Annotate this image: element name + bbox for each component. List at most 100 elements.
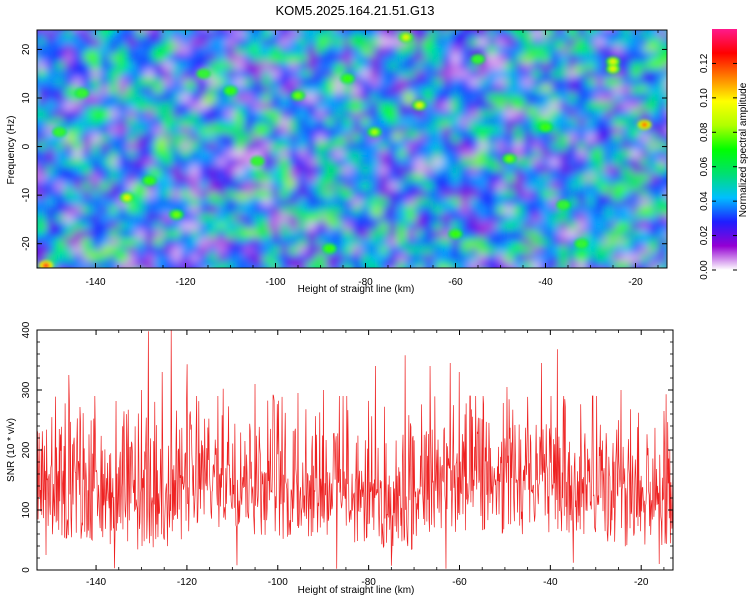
spectrogram-cell xyxy=(370,142,380,151)
spectrogram-cell xyxy=(46,190,56,199)
spectrogram-cell xyxy=(388,54,398,63)
spectrogram-cell xyxy=(109,270,119,279)
spectrogram-cell xyxy=(379,62,389,71)
spectrogram-cell xyxy=(217,54,227,63)
spectrogram-cell xyxy=(442,78,452,87)
spectrogram-cell xyxy=(136,206,146,215)
spectrogram-cell xyxy=(442,30,452,39)
spectrogram-cell xyxy=(523,142,533,151)
spectrogram-cell xyxy=(667,62,677,71)
spectrogram-cell xyxy=(280,222,290,231)
spectrogram-cell xyxy=(163,86,173,95)
spectrogram-cell xyxy=(577,166,587,175)
spectrogram-cell xyxy=(307,142,317,151)
spectrogram-cell xyxy=(307,270,317,279)
spectrogram-cell xyxy=(667,150,677,159)
spectrogram-y-label: Frequency (Hz) xyxy=(6,116,17,185)
spectrogram-cell xyxy=(541,222,551,231)
spectrogram-cell xyxy=(190,190,200,199)
spectrogram-cell xyxy=(658,46,667,55)
spectrogram-cell xyxy=(325,206,335,215)
spectrogram-cell xyxy=(532,254,542,263)
spectrogram-cell xyxy=(478,174,488,183)
spectrogram-cell xyxy=(541,198,551,207)
spectrogram-cell xyxy=(667,230,677,239)
spectrogram-cell xyxy=(91,118,101,127)
spectrogram-cell xyxy=(226,190,236,199)
spectrogram-cell xyxy=(226,46,236,55)
spectrogram-cell xyxy=(424,70,434,79)
spectrogram-blob xyxy=(528,52,540,60)
spectrogram-cell xyxy=(514,230,524,239)
spectrogram-blob xyxy=(233,192,252,202)
spectrogram-cell xyxy=(280,94,290,103)
spectrogram-cell xyxy=(217,70,227,79)
spectrogram-cell xyxy=(127,182,137,191)
spectrogram-cell xyxy=(37,158,47,167)
spectrogram-blob xyxy=(638,84,649,94)
spectrogram-blob xyxy=(149,50,168,59)
spectrogram-cell xyxy=(460,62,470,71)
spectrogram-cell xyxy=(244,110,254,119)
spectrogram-cell xyxy=(631,190,641,199)
spectrogram-cell xyxy=(181,110,191,119)
spectrogram-cell xyxy=(415,222,425,231)
spectrogram-cell xyxy=(541,102,551,111)
spectrogram-cell xyxy=(487,118,497,127)
spectrogram-cell xyxy=(631,86,641,95)
spectrogram-cell xyxy=(91,254,101,263)
spectrogram-cell xyxy=(244,62,254,71)
spectrogram-cell xyxy=(505,182,515,191)
spectrogram-cell xyxy=(406,166,416,175)
spectrogram-cell xyxy=(226,62,236,71)
spectrogram-cell xyxy=(361,150,371,159)
y-tick-label: 0 xyxy=(21,143,32,149)
spectrogram-cell xyxy=(496,94,506,103)
spectrogram-cell xyxy=(145,86,155,95)
spectrogram-cell xyxy=(289,86,299,95)
spectrogram-cell xyxy=(460,94,470,103)
spectrogram-cell xyxy=(37,110,47,119)
spectrogram-cell xyxy=(235,38,245,47)
spectrogram-cell xyxy=(586,222,596,231)
spectrogram-cell xyxy=(667,254,677,263)
spectrogram-cell xyxy=(244,174,254,183)
spectrogram-cell xyxy=(316,206,326,215)
spectrogram-cell xyxy=(622,150,632,159)
spectrogram-cell xyxy=(406,110,416,119)
spectrogram-cell xyxy=(397,54,407,63)
spectrogram-cell xyxy=(334,246,344,255)
spectrogram-cell xyxy=(388,126,398,135)
spectrogram-cell xyxy=(289,190,299,199)
spectrogram-cell xyxy=(532,190,542,199)
spectrogram-cell xyxy=(550,134,560,143)
spectrogram-cell xyxy=(370,62,380,71)
spectrogram-cell xyxy=(640,38,650,47)
spectrogram-cell xyxy=(136,158,146,167)
spectrogram-cell xyxy=(352,142,362,151)
spectrogram-cell xyxy=(415,174,425,183)
spectrogram-cell xyxy=(91,190,101,199)
spectrogram-cell xyxy=(334,150,344,159)
spectrogram-cell xyxy=(127,70,137,79)
spectrogram-cell xyxy=(154,38,164,47)
spectrogram-cell xyxy=(91,134,101,143)
spectrogram-cell xyxy=(361,174,371,183)
spectrogram-cell xyxy=(451,198,461,207)
spectrogram-cell xyxy=(289,254,299,263)
spectrogram-cell xyxy=(217,110,227,119)
spectrogram-cell xyxy=(649,190,659,199)
spectrogram-cell xyxy=(307,46,317,55)
spectrogram-cell xyxy=(586,190,596,199)
spectrogram-cell xyxy=(442,118,452,127)
spectrogram-cell xyxy=(379,206,389,215)
spectrogram-cell xyxy=(118,38,128,47)
spectrogram-cell xyxy=(325,238,335,247)
spectrogram-cell xyxy=(199,118,209,127)
spectrogram-cell xyxy=(568,182,578,191)
spectrogram-blob xyxy=(82,49,101,64)
spectrogram-cell xyxy=(154,246,164,255)
spectrogram-cell xyxy=(505,142,515,151)
spectrogram-cell xyxy=(145,46,155,55)
spectrogram-cell xyxy=(91,174,101,183)
